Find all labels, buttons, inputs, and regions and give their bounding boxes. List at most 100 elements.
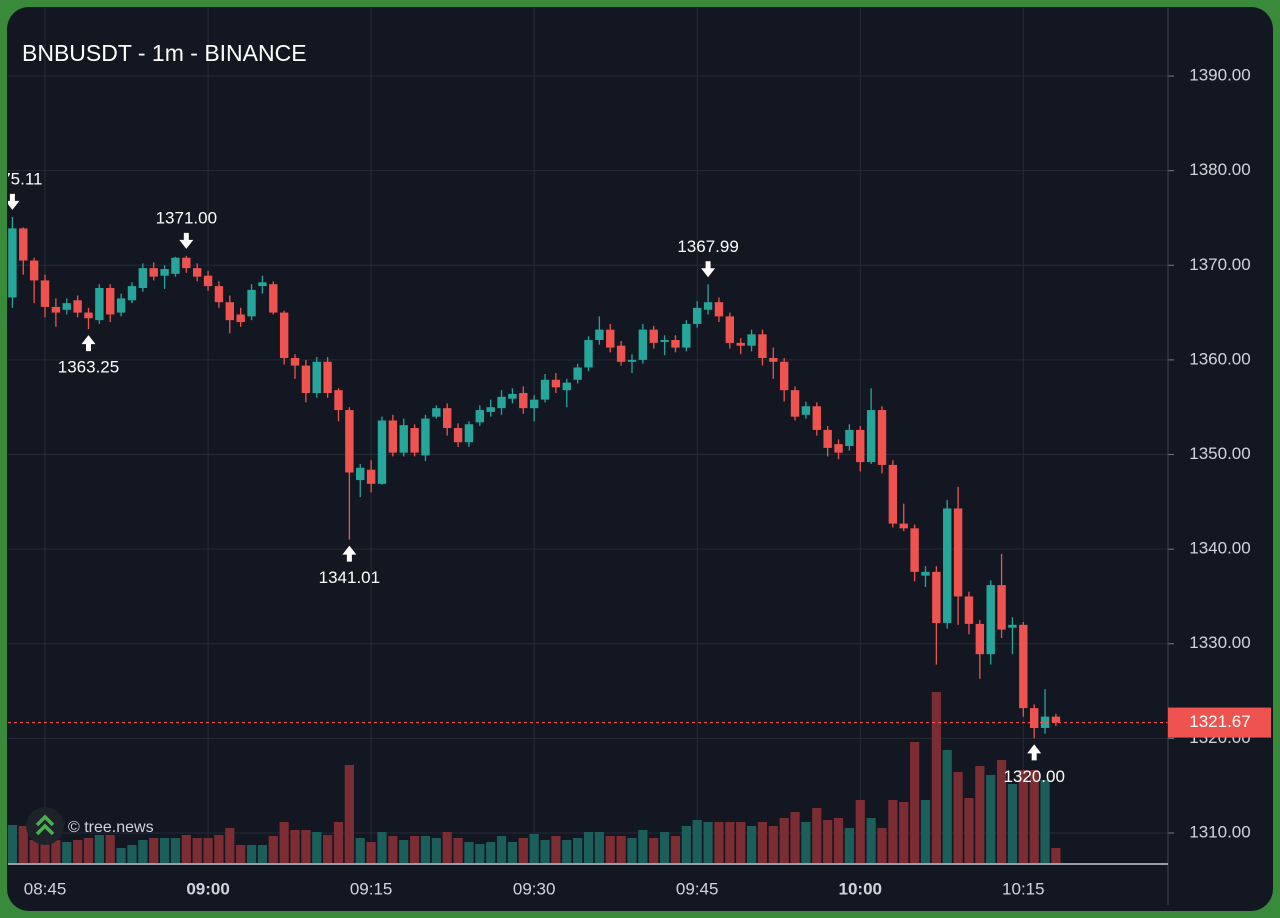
x-tick-label: 08:45 [24, 879, 67, 898]
volume-bar [931, 692, 941, 863]
volume-bar [257, 845, 268, 863]
volume-bar [670, 836, 681, 863]
volume-bar [1018, 770, 1028, 863]
annotation-label: 1363.25 [58, 358, 119, 377]
candle-body [432, 408, 441, 417]
volume-bar [823, 820, 833, 863]
chart-panel [7, 7, 1273, 911]
volume-bar [279, 822, 289, 863]
candle-body [595, 329, 604, 341]
candle-body [453, 428, 463, 443]
volume-bar [51, 840, 61, 863]
candle-body [986, 585, 995, 655]
volume-bar [529, 834, 539, 863]
candle-body [421, 418, 430, 456]
volume-bar [29, 840, 39, 863]
volume-bar [105, 835, 115, 863]
candle-body [1008, 624, 1017, 628]
candle-body [486, 407, 495, 412]
annotation-arrow [701, 261, 716, 278]
annotation-arrow [179, 232, 194, 249]
candle-body [345, 410, 354, 473]
volume-bar [170, 838, 181, 863]
candle-body [290, 358, 300, 366]
candle-body [801, 406, 811, 415]
y-tick-label: 1360.00 [1189, 349, 1250, 368]
volume-bar [94, 835, 104, 863]
candle-body [508, 393, 517, 399]
volume-bar [83, 838, 94, 863]
candle-body [127, 286, 137, 301]
volume-bar [138, 840, 148, 863]
candle-body [258, 282, 267, 287]
candle-body [529, 399, 539, 409]
volume-bar [409, 836, 420, 863]
volume-bar [562, 840, 572, 863]
y-tick-label: 1350.00 [1189, 444, 1250, 463]
volume-bar [888, 800, 898, 863]
volume-bar [801, 822, 811, 863]
candle-body [8, 228, 17, 298]
volume-bar [420, 836, 431, 863]
candle-body [606, 329, 615, 348]
volume-bar [442, 832, 452, 863]
volume-bar [714, 822, 724, 863]
candle-body [932, 571, 941, 623]
volume-bar [475, 844, 485, 863]
volume-bar [1007, 784, 1018, 863]
volume-bar [431, 838, 441, 863]
candle-body [377, 420, 387, 484]
volume-bar [236, 845, 246, 863]
candle-body [943, 508, 952, 623]
candle-body [334, 390, 343, 411]
volume-bar [649, 838, 659, 863]
candle-body [682, 323, 691, 348]
candle-body [40, 280, 50, 307]
candle-body [790, 390, 800, 417]
y-tick-label: 1330.00 [1189, 633, 1250, 652]
candle-body [62, 303, 71, 310]
volume-bar [660, 832, 670, 863]
volume-bar [312, 832, 322, 863]
axes-layer: 1310.00 1320.00 1330.00 1340.00 1350.00 1360.… [8, 8, 1271, 905]
candle-body [138, 268, 148, 288]
volume-bar [203, 838, 213, 863]
volume-bar [540, 840, 550, 863]
candle-body [192, 268, 202, 277]
candle-body [693, 307, 702, 324]
volume-bar [116, 848, 126, 863]
volume-bar [953, 772, 963, 863]
candle-body [182, 257, 191, 269]
candle-body [964, 596, 974, 624]
candle-body [823, 429, 832, 448]
volume-bar [844, 828, 854, 863]
volume-bar [833, 818, 844, 863]
y-tick-label: 1390.00 [1189, 66, 1250, 85]
volume-bar [73, 840, 83, 863]
candle-body [812, 406, 821, 430]
volume-bar [323, 835, 333, 863]
y-tick-label: 1370.00 [1189, 255, 1250, 274]
volume-bar [464, 842, 474, 863]
candle-body [540, 379, 550, 400]
candle-body [910, 528, 919, 572]
candle-body [84, 312, 93, 319]
candle-body [279, 312, 289, 359]
volume-bar [812, 808, 822, 863]
volume-bar [877, 828, 887, 863]
candle-body [388, 420, 398, 453]
candle-body [649, 329, 658, 343]
candle-body [1040, 716, 1050, 728]
candle-body [497, 396, 506, 409]
volume-bar [290, 830, 300, 863]
candle-body [149, 268, 158, 277]
candle-body [573, 367, 582, 380]
annotation-label: 1371.00 [156, 208, 217, 227]
candle-body [1029, 708, 1039, 728]
candle-body [171, 257, 180, 274]
x-tick-label: 09:00 [186, 879, 229, 898]
candle-body [921, 571, 930, 576]
candle-body [584, 340, 593, 368]
volume-bar [8, 825, 17, 863]
volume-bar [779, 818, 789, 863]
